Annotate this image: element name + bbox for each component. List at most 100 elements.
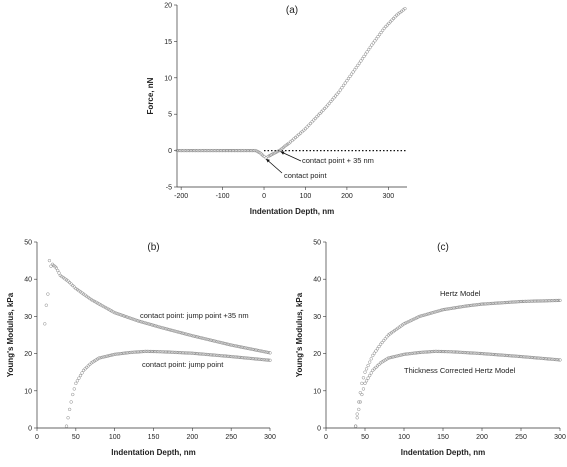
panel-a: -200 -100 0 100 200 300 -5 0 5 10 15 20 Indentation … [146,3,407,216]
data-point [268,358,272,362]
data-point [494,353,498,357]
data-point [349,72,354,76]
data-point [460,350,464,355]
data-point [119,351,123,356]
data-point [184,148,188,153]
data-point [364,379,369,383]
y-tick-label: 20 [164,3,172,10]
data-point [536,356,540,360]
data-point [74,381,78,386]
data-point [224,342,229,346]
data-point [195,335,199,339]
data-point [403,352,408,356]
data-point [403,6,407,11]
data-point [187,148,192,153]
data-point [335,92,339,96]
x-axis-label: Indentation Depth, nm [401,448,485,457]
data-point [474,351,478,355]
data-point [503,353,508,358]
data-point [391,16,396,21]
data-point [527,355,531,359]
data-point [187,333,191,337]
data-point [247,148,252,153]
data-point [192,334,196,338]
data-point [252,357,257,361]
data-point [218,353,222,358]
panel-title: (c) [437,242,449,253]
data-point [466,304,470,308]
data-point [105,354,109,358]
arrow-head [266,158,270,163]
data-point [159,350,163,354]
data-point [453,306,458,310]
data-point [357,61,361,65]
data-point [558,298,562,303]
data-point [378,342,383,346]
data-point [477,302,481,307]
data-point [64,424,69,428]
data-point [266,358,271,362]
data-point [388,356,392,360]
data-point [57,271,61,275]
data-point [131,317,135,321]
data-point [427,312,431,316]
data-point [254,357,258,361]
data-point [190,351,194,355]
data-point [513,300,517,304]
data-point [489,301,494,306]
data-point [329,99,333,104]
data-point [441,308,445,312]
data-point [461,304,465,309]
data-point [162,350,167,354]
data-point [189,351,193,355]
data-point [321,108,325,112]
data-point [113,352,117,356]
data-point [180,148,184,153]
data-point [393,15,397,19]
data-point [154,349,159,354]
data-point [80,371,84,375]
data-point [508,354,512,358]
y-tick-label: 30 [24,314,32,321]
data-point [369,357,373,361]
data-point [360,392,364,397]
data-point [173,350,177,355]
data-point [307,123,311,127]
data-point [229,354,233,359]
data-point [438,308,442,313]
data-point [384,25,388,29]
y-tick-label: 20 [24,351,32,358]
data-point [433,310,437,314]
data-point [376,35,380,39]
data-point [361,387,366,391]
data-point [475,303,479,307]
data-point [153,349,157,354]
data-point [509,354,514,358]
data-point [528,299,533,303]
data-point [179,351,184,355]
data-point [249,148,253,153]
data-point [500,353,504,357]
data-point [452,306,456,310]
y-tick-label: 50 [24,240,32,247]
data-point [137,350,142,354]
data-point [355,416,359,420]
data-point [533,356,537,360]
data-point [383,337,387,341]
data-point [464,304,469,308]
data-point [422,313,426,317]
x-tick-label: 150 [437,434,449,441]
data-point [308,121,313,126]
data-point [511,300,515,304]
data-point [506,300,511,305]
data-point [196,352,201,356]
data-point [353,424,358,428]
data-point [181,148,185,153]
data-point [444,307,448,311]
data-point [210,353,215,357]
data-point [392,354,397,359]
data-point [251,347,255,352]
data-point [427,350,431,354]
data-point [128,316,132,320]
